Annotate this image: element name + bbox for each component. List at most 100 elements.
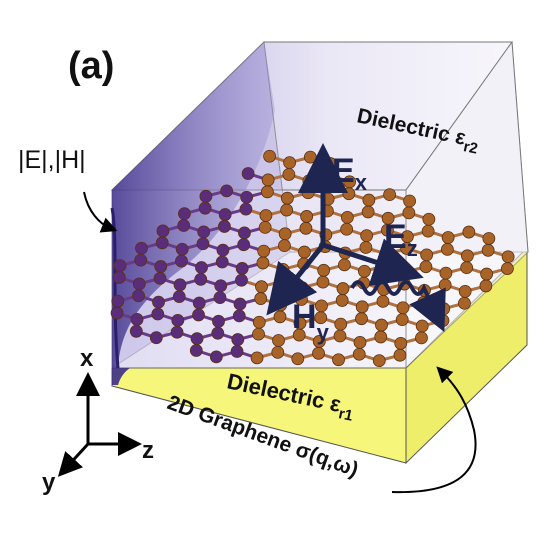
hy-label: Hy: [292, 298, 330, 345]
lattice-atom: [336, 282, 350, 295]
lattice-atom: [189, 344, 203, 357]
lattice-atom: [110, 306, 124, 320]
lattice-atom: [315, 299, 328, 313]
lattice-atom: [173, 278, 187, 292]
field-label-pointer: [83, 191, 118, 233]
lattice-atom: [135, 241, 148, 255]
lattice-atom: [129, 324, 143, 338]
lattice-atom: [362, 193, 376, 207]
lattice-atom: [300, 210, 314, 223]
lattice-atom: [172, 290, 186, 304]
lattice-atom: [396, 301, 410, 315]
lattice-atom: [250, 351, 264, 365]
lattice-atom: [175, 254, 188, 268]
lattice-atom: [440, 242, 454, 256]
field-profile-lower-decay: [112, 368, 130, 385]
lattice-atom: [209, 350, 223, 364]
lattice-atom: [232, 309, 246, 323]
lattice-atom: [171, 313, 185, 327]
lattice-atom: [278, 227, 292, 241]
propagation-wave: [350, 280, 446, 333]
lattice-atom: [317, 263, 331, 277]
lattice-atom: [112, 271, 126, 284]
lattice-atom: [360, 229, 374, 243]
lattice-atom: [259, 209, 273, 222]
lattice-atom: [482, 232, 496, 245]
lattice-atom: [178, 207, 191, 221]
lattice-atom: [462, 225, 476, 239]
lattice-atom: [439, 266, 453, 280]
lattice-atom: [291, 352, 305, 366]
lattice-atom: [415, 331, 428, 345]
x-axis-label: x: [80, 345, 94, 372]
lattice-atom: [334, 317, 348, 331]
lattice-atom: [352, 347, 366, 361]
lattice-atom: [257, 244, 271, 258]
lattice-atom: [340, 222, 354, 236]
z-axis-label: z: [142, 437, 154, 464]
lattice-atom: [355, 300, 369, 314]
lattice-atom: [458, 284, 472, 298]
lattice-atom: [238, 226, 251, 240]
lattice-atom: [252, 327, 265, 341]
lattice-atom: [359, 241, 373, 254]
lattice-atom: [333, 329, 347, 343]
lattice-atom: [235, 273, 248, 287]
lattice-atom: [192, 308, 205, 322]
lattice-atom: [113, 259, 127, 273]
lattice-atom: [155, 236, 169, 250]
lattice-atom: [177, 219, 191, 232]
lattice-atom: [212, 314, 225, 328]
lattice-atom: [437, 302, 451, 316]
lattice-atom: [214, 279, 228, 293]
lattice-atom: [213, 291, 227, 305]
lattice-atom: [403, 194, 417, 208]
lattice-atom: [460, 261, 474, 275]
lattice-atom: [211, 326, 225, 340]
lattice-atom: [192, 296, 206, 310]
lattice-atom: [216, 243, 230, 257]
panel-label: (a): [68, 45, 114, 87]
lattice-atom: [501, 250, 515, 264]
lattice-atom: [220, 184, 234, 198]
lattice-atom: [312, 346, 325, 360]
lattice-atom: [481, 243, 495, 257]
lattice-atom: [153, 271, 167, 285]
lattice-atom: [276, 262, 290, 276]
ez-arrow: [322, 238, 424, 287]
lattice-atom: [340, 210, 354, 224]
lattice-atom: [154, 260, 168, 273]
lattice-atom: [278, 239, 291, 253]
y-axis-arrow: [57, 442, 90, 477]
lattice-atom: [218, 208, 232, 221]
lattice-atom: [151, 307, 165, 321]
lattice-atom: [149, 331, 163, 345]
lattice-atom: [312, 335, 326, 348]
lattice-atom: [332, 353, 345, 367]
lattice-atom: [170, 325, 184, 339]
coordinate-axes: x z y: [42, 345, 154, 496]
lattice-atom: [438, 278, 452, 292]
lattice-atom: [282, 168, 296, 181]
lattice-atom: [218, 220, 231, 233]
lattice-atom: [295, 281, 309, 295]
lattice-atom: [353, 335, 367, 349]
lattice-atom: [280, 191, 294, 205]
lattice-atom: [196, 237, 210, 251]
lattice-atom: [233, 297, 247, 311]
lattice-atom: [260, 185, 274, 199]
y-axis-label: y: [42, 469, 56, 496]
lattice-atom: [197, 225, 211, 239]
lattice-atom: [261, 173, 275, 187]
lattice-atom: [241, 167, 255, 180]
lattice-atom: [436, 314, 450, 327]
lattice-atom: [273, 310, 287, 324]
lattice-atom: [195, 261, 208, 274]
lattice-atom: [299, 221, 313, 235]
lattice-atom: [338, 258, 351, 272]
lattice-atom: [271, 345, 285, 359]
lattice-atom: [283, 156, 297, 170]
lattice-atom: [152, 295, 165, 309]
lattice-atom: [252, 315, 266, 329]
